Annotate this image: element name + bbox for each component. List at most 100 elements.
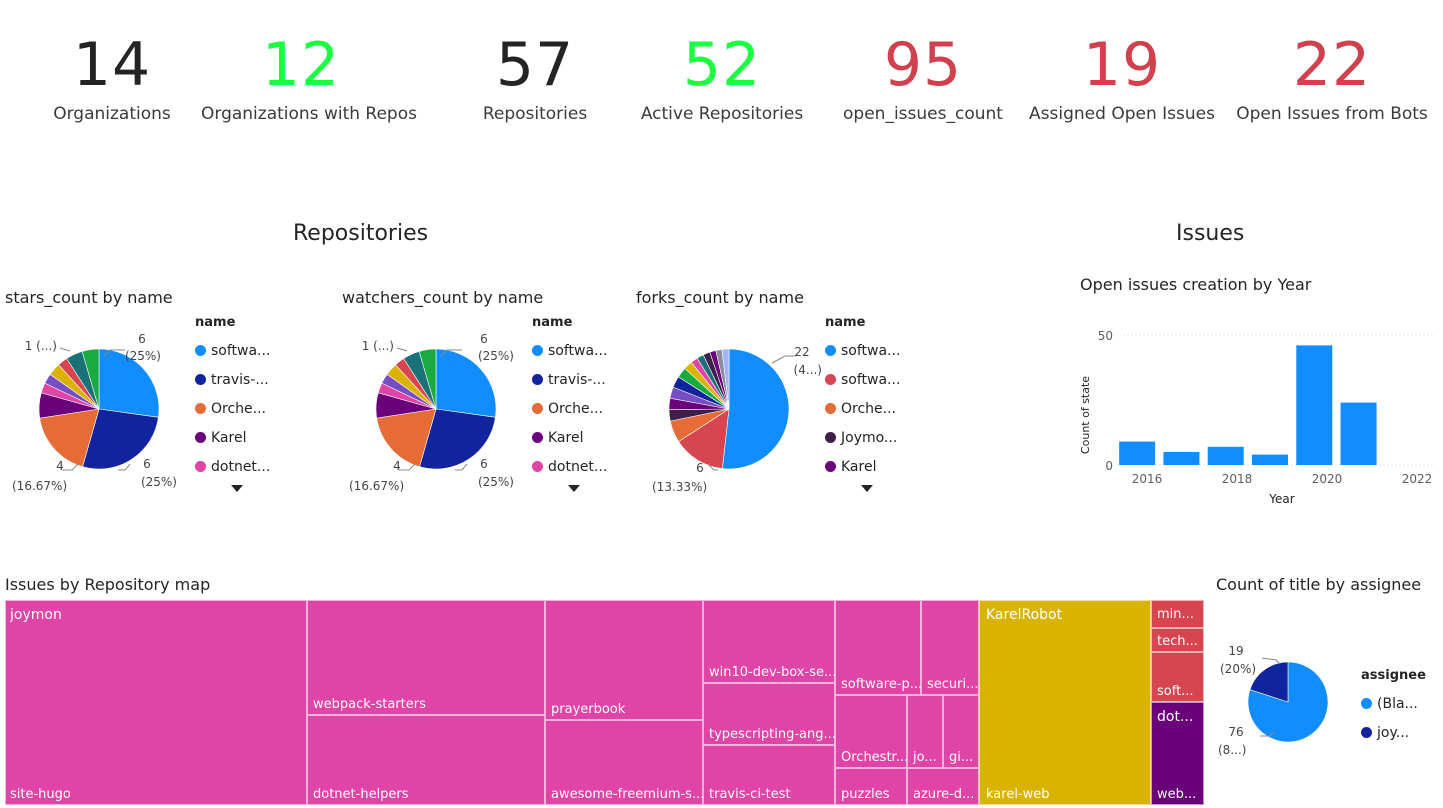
bar-2017[interactable] [1163, 452, 1200, 465]
legend-more-arrow-icon[interactable] [861, 485, 873, 492]
pie-slice[interactable] [435, 348, 497, 418]
legend-item[interactable]: joy... [1361, 718, 1426, 747]
treemap-cell-software-p[interactable]: software-p... [835, 600, 922, 695]
treemap-cell-min[interactable]: min... [1151, 600, 1204, 628]
data-label: 6 [480, 332, 488, 346]
treemap-label: awesome-freemium-s... [551, 787, 705, 802]
treemap-cell-win10-dev-box[interactable]: win10-dev-box-se... [703, 600, 836, 683]
pie-slice[interactable] [98, 348, 160, 418]
legend-item[interactable]: softwa... [825, 365, 900, 394]
legend-label: dotnet... [548, 458, 608, 475]
treemap-cell-dot[interactable]: dot... web... [1151, 702, 1204, 805]
treemap-label: KarelRobot [986, 607, 1063, 623]
treemap-cell-dotnet-helpers[interactable]: dotnet-helpers [307, 715, 545, 805]
legend-item[interactable]: softwa... [532, 336, 607, 365]
y-axis-title: Count of state [1079, 376, 1092, 454]
treemap-cell-puzzles[interactable]: puzzles [835, 768, 907, 805]
kpi-open-issues-count[interactable]: 95 open_issues_count [823, 30, 1023, 124]
legend-dot [195, 345, 206, 356]
legend-title: name [825, 315, 866, 330]
legend-label: Orche... [841, 400, 897, 417]
legend-item[interactable]: Karel [825, 452, 900, 481]
treemap-label: dotnet-helpers [313, 787, 409, 802]
pie-slice[interactable] [82, 408, 159, 470]
treemap-cell-joymon[interactable]: joymon site-hugo [5, 600, 307, 805]
pie-slice[interactable] [721, 348, 730, 410]
legend-item[interactable]: Orche... [825, 394, 900, 423]
treemap-cell-orchestr[interactable]: Orchestr... [835, 695, 908, 768]
pie-slice[interactable] [722, 348, 790, 470]
data-label: (20%) [1220, 662, 1256, 676]
legend-item[interactable]: softwa... [195, 336, 270, 365]
legend-item[interactable]: dotnet... [532, 452, 607, 481]
bar-2020[interactable] [1296, 345, 1333, 465]
x-axis-title: Year [1268, 492, 1294, 506]
kpi-organizations-with-repos[interactable]: 12 Organizations with Repos [201, 30, 417, 124]
data-label: (16.67%) [12, 479, 67, 493]
legend-title: assignee [1361, 668, 1426, 683]
bar-2021[interactable] [1340, 402, 1377, 465]
treemap-cell-gi[interactable]: gi... [943, 695, 979, 768]
kpi-active-repositories[interactable]: 52 Active Repositories [622, 30, 822, 124]
chart-title-count-by-assignee: Count of title by assignee [1216, 575, 1422, 594]
treemap-cell-tech[interactable]: tech... [1151, 628, 1204, 652]
legend-item[interactable]: Orche... [532, 394, 607, 423]
legend-label: softwa... [841, 342, 901, 359]
treemap-label: securi... [927, 677, 979, 692]
legend-item[interactable]: Orche... [195, 394, 270, 423]
treemap-cell-travis-ci-test[interactable]: travis-ci-test [703, 745, 835, 805]
pie-slice[interactable] [418, 348, 437, 410]
legend-item[interactable]: Karel [532, 423, 607, 452]
treemap-cell-prayerbook[interactable]: prayerbook [545, 600, 703, 720]
forks-pie-chart[interactable]: 22 (4...) 6 (13.33%) [630, 320, 825, 500]
legend-item[interactable]: travis-... [532, 365, 607, 394]
kpi-open-issues-from-bots[interactable]: 22 Open Issues from Bots [1232, 30, 1432, 124]
kpi-organizations[interactable]: 14 Organizations [12, 30, 212, 124]
treemap-cell-azure-d[interactable]: azure-d... [907, 768, 979, 805]
data-label: (4...) [794, 363, 822, 377]
chart-title-issues-treemap: Issues by Repository map [5, 575, 211, 594]
x-tick: 2016 [1132, 472, 1163, 486]
legend-item[interactable]: travis-... [195, 365, 270, 394]
treemap-label: min... [1157, 607, 1194, 622]
legend-dot [825, 403, 836, 414]
treemap-cell-karelrobot[interactable]: KarelRobot karel-web [979, 600, 1151, 805]
treemap-label: prayerbook [551, 702, 626, 717]
watchers-pie-chart[interactable]: 6 (25%) 1 (...) 6 (25%) 4 (16.67%) [337, 320, 532, 500]
bar-2019[interactable] [1252, 454, 1288, 465]
pie-slice[interactable] [419, 408, 496, 470]
kpi-assigned-open-issues[interactable]: 19 Assigned Open Issues [1022, 30, 1222, 124]
kpi-repositories[interactable]: 57 Repositories [435, 30, 635, 124]
stars-pie-chart[interactable]: 6 (25%) 1 (...) 6 (25%) 4 (16.67%) [0, 320, 195, 500]
assignee-pie-chart[interactable]: 19 (20%) 76 (8...) [1212, 640, 1352, 760]
pie-slice[interactable] [1249, 661, 1289, 703]
treemap-cell-webpack-starters[interactable]: webpack-starters [307, 600, 545, 715]
pie-slice[interactable] [376, 408, 437, 468]
legend-item[interactable]: dotnet... [195, 452, 270, 481]
legend-more-arrow-icon[interactable] [568, 485, 580, 492]
treemap-label: web... [1157, 787, 1197, 802]
pie-slice[interactable] [678, 408, 730, 469]
pie-slice[interactable] [81, 348, 100, 410]
treemap-cell-securi[interactable]: securi... [921, 600, 979, 695]
legend-item[interactable]: Joymo... [825, 423, 900, 452]
legend-item[interactable]: (Bla... [1361, 689, 1426, 718]
treemap-cell-typescripting[interactable]: typescripting-ang... [703, 683, 836, 745]
pie-slice[interactable] [39, 408, 100, 468]
legend-label: softwa... [548, 342, 608, 359]
legend-item[interactable]: softwa... [825, 336, 900, 365]
bar-2018[interactable] [1207, 446, 1244, 465]
kpi-label: Organizations [53, 104, 171, 124]
open-issues-bar-chart[interactable]: Count of state 50 0 2016 2018 2020 2022 … [1075, 320, 1440, 510]
kpi-label: Assigned Open Issues [1029, 104, 1215, 124]
legend-dot [532, 403, 543, 414]
legend-item[interactable]: Karel [195, 423, 270, 452]
treemap-cell-soft[interactable]: soft... [1151, 652, 1204, 702]
chart-title-open-issues-by-year: Open issues creation by Year [1080, 275, 1312, 294]
issues-treemap[interactable]: joymon site-hugo webpack-starters dotnet… [5, 600, 1204, 805]
legend-more-arrow-icon[interactable] [231, 485, 243, 492]
treemap-cell-awesome-freemium[interactable]: awesome-freemium-s... [545, 720, 705, 805]
treemap-cell-jo[interactable]: jo... [907, 695, 943, 768]
bar-2016[interactable] [1119, 441, 1156, 465]
y-tick: 0 [1105, 459, 1113, 473]
